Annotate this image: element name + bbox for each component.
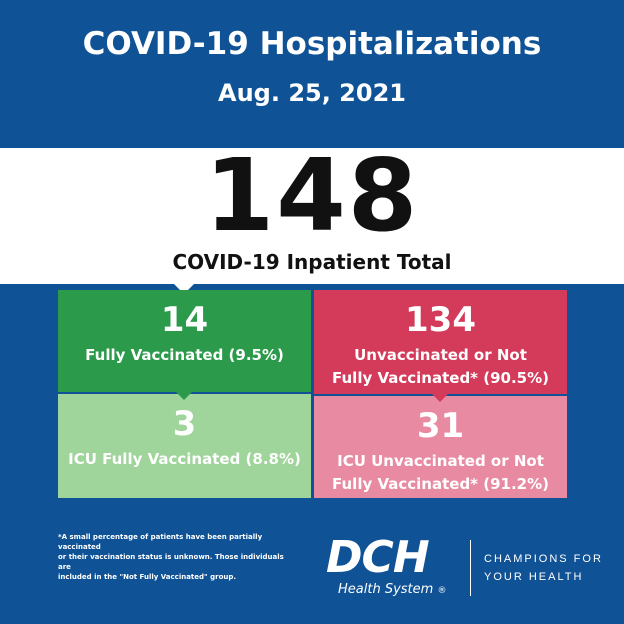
footnote: *A small percentage of patients have bee… — [58, 532, 298, 582]
fully-vaccinated-card: 14 Fully Vaccinated (9.5%) — [58, 290, 311, 392]
icu-fully-vaccinated-card: 3 ICU Fully Vaccinated (8.8%) — [58, 394, 311, 498]
card-label: ICU Fully Vaccinated (8.8%) — [68, 450, 301, 468]
notch-green — [176, 392, 192, 400]
footnote-line2: or their vaccination status is unknown. … — [58, 553, 284, 571]
card-value: 3 — [172, 404, 197, 444]
tagline-line1: CHAMPIONS FOR — [484, 553, 603, 565]
card-label-line2: Fully Vaccinated* (91.2%) — [332, 475, 549, 493]
card-label-line1: ICU Unvaccinated or Not — [337, 452, 544, 470]
tagline: CHAMPIONS FOR YOUR HEALTH — [484, 550, 603, 586]
logo-text: DCH — [326, 532, 430, 583]
card-value: 14 — [160, 300, 209, 340]
notch-left — [173, 283, 195, 294]
footnote-line3: included in the "Not Fully Vaccinated" g… — [58, 573, 237, 581]
card-label: Fully Vaccinated (9.5%) — [85, 346, 284, 364]
footnote-line1: *A small percentage of patients have bee… — [58, 533, 263, 551]
notch-red — [432, 394, 448, 402]
card-label-line2: Fully Vaccinated* (90.5%) — [332, 369, 549, 387]
icu-unvaccinated-card: 31 ICU Unvaccinated or Not Fully Vaccina… — [314, 396, 567, 498]
page-title: COVID-19 Hospitalizations — [82, 26, 542, 62]
tagline-line2: YOUR HEALTH — [484, 571, 584, 583]
card-label: Unvaccinated or Not Fully Vaccinated* (9… — [314, 344, 567, 390]
logo-subtitle: Health System ® — [338, 582, 446, 597]
card-value: 31 — [416, 406, 465, 446]
card-value: 134 — [405, 300, 476, 340]
unvaccinated-card: 134 Unvaccinated or Not Fully Vaccinated… — [314, 290, 567, 394]
card-label-line1: Unvaccinated or Not — [354, 346, 527, 364]
total-band — [0, 148, 624, 284]
divider — [470, 540, 471, 596]
dch-logo: DCH Health System ® — [326, 536, 476, 598]
total-value: 148 — [204, 137, 420, 254]
logo-subtitle-text: Health System — [338, 582, 434, 597]
total-label: COVID-19 Inpatient Total — [172, 250, 452, 274]
registered-mark: ® — [437, 586, 447, 596]
report-date: Aug. 25, 2021 — [218, 79, 406, 107]
card-label: ICU Unvaccinated or Not Fully Vaccinated… — [314, 450, 567, 496]
